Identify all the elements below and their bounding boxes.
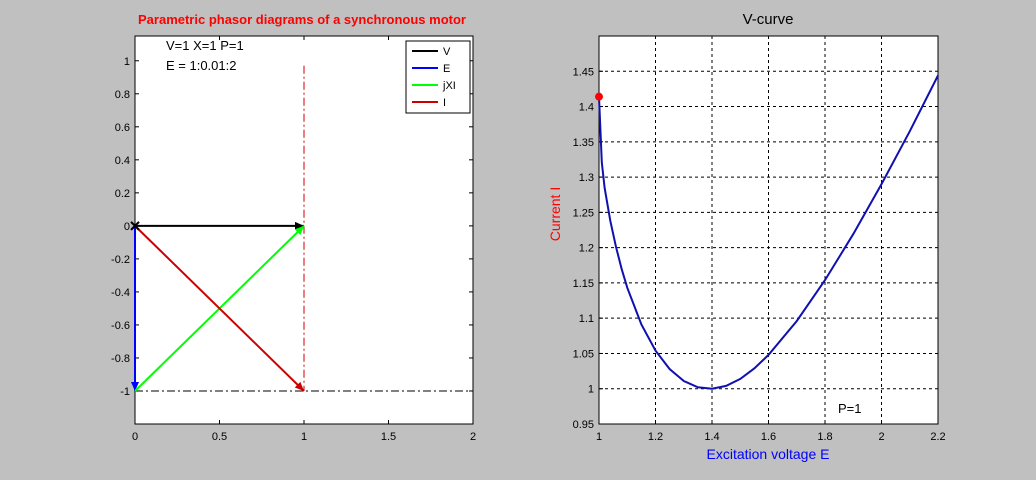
phasor-vectors [130,221,305,392]
y-tick-label: 1.05 [573,348,594,360]
legend-label: I [443,97,446,109]
y-tick-label: 0.6 [115,122,130,134]
x-tick-label: 1.6 [761,431,776,443]
x-tick-label: 0 [132,431,138,443]
phasor-v [135,221,304,230]
x-tick-label: 1.5 [381,431,396,443]
y-tick-label: 1.3 [579,172,594,184]
phasor-x-axis: 0 0.5 1 1.5 2 [132,36,476,443]
y-tick-label: -0.6 [111,320,130,332]
y-tick-label: 0.4 [115,155,130,167]
y-tick-label: 1.25 [573,207,594,219]
y-tick-label: 0.2 [115,188,130,200]
y-tick-label: -0.2 [111,254,130,266]
phasor-i-head [294,381,304,391]
legend-label: E [443,63,450,75]
phasor-diagram-chart: Parametric phasor diagrams of a synchron… [111,12,476,443]
x-tick-label: 0.5 [212,431,227,443]
y-tick-label: 1.35 [573,137,594,149]
y-tick-label: 1.2 [579,243,594,255]
x-tick-label: 2.2 [930,431,945,443]
x-tick-label: 1.2 [648,431,663,443]
y-tick-label: 0 [124,221,130,233]
phasor-range-label: E = 1:0.01:2 [166,58,236,73]
y-tick-label: 1.1 [579,313,594,325]
phasor-i-shaft [134,225,305,392]
phasor-parameters-label: V=1 X=1 P=1 [166,38,244,53]
y-tick-label: 1.45 [573,66,594,78]
y-tick-label: 0.8 [115,89,130,101]
x-tick-label: 2 [878,431,884,443]
phasor-e-head [131,381,139,391]
phasor-i [134,225,305,392]
v-curve-title: V-curve [743,11,794,28]
y-tick-label: -1 [120,386,130,398]
y-tick-label: 1 [588,384,594,396]
x-tick-label: 1.8 [817,431,832,443]
v-curve-chart: V-curve 0.9511.051.11.151.21.251.31.351.… [547,11,946,462]
y-tick-label: -0.8 [111,353,130,365]
v-curve-grid [599,36,938,424]
x-tick-label: 1 [301,431,307,443]
x-tick-label: 1.4 [704,431,719,443]
origin-marker [130,221,140,231]
v-curve-current-point [595,92,603,101]
legend-label: jXI [442,80,456,92]
y-tick-label: 1.15 [573,278,594,290]
phasor-loci [135,65,473,392]
y-tick-label: 0.95 [573,419,594,431]
y-tick-label: 1 [124,56,130,68]
phasor-diagram-title: Parametric phasor diagrams of a synchron… [138,12,466,27]
v-curve-x-axis: 1 1.2 1.4 1.6 1.8 2 2.2 [596,420,946,443]
phasor-jxi-head [294,225,304,236]
y-tick-label: -0.4 [111,287,130,299]
x-tick-label: 2 [470,431,476,443]
v-curve-x-label: Excitation voltage E [707,446,830,462]
phasor-v-head [295,221,304,230]
v-curve-y-label: Current I [547,187,563,241]
y-tick-label: 1.4 [579,102,594,114]
v-curve-power-label: P=1 [838,401,862,416]
legend-label: V [443,46,451,58]
phasor-y-axis: -1 -0.8 -0.6 -0.4 -0.2 0 0.2 0.4 0.6 0.8 1 [111,56,473,398]
x-tick-label: 1 [596,431,602,443]
v-curve-line [598,75,939,390]
v-curve-y-axis: 0.95 1 1.05 1.1 1.15 1.2 1.25 1.3 1.35 1.4 1.45 [573,66,603,431]
phasor-e [131,225,139,391]
